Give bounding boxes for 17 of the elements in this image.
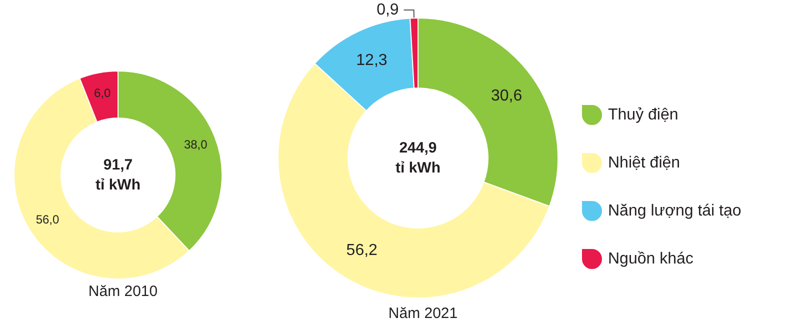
text: 244,9 [399, 140, 437, 156]
data-label: 38,0 [184, 137, 208, 152]
text: tỉ kWh [96, 176, 140, 194]
data-label: 56,2 [346, 242, 378, 259]
legend-label: Nguồn khác [608, 250, 694, 268]
data-label: 6,0 [94, 86, 112, 100]
text: tỉ kWh [396, 160, 440, 176]
text: Năm 2021 [388, 305, 458, 322]
data-label: 0,9 [376, 2, 399, 19]
data-label: 30,6 [490, 88, 522, 105]
data-label: 56,0 [36, 212, 60, 227]
legend-label: Năng lượng tái tạo [608, 202, 742, 220]
data-label: 12,3 [356, 52, 388, 69]
legend-label: Thuỷ điện [608, 106, 678, 124]
text: Năm 2010 [88, 283, 158, 300]
text: 91,7 [103, 156, 133, 174]
legend-label: Nhiệt điện [608, 154, 680, 172]
